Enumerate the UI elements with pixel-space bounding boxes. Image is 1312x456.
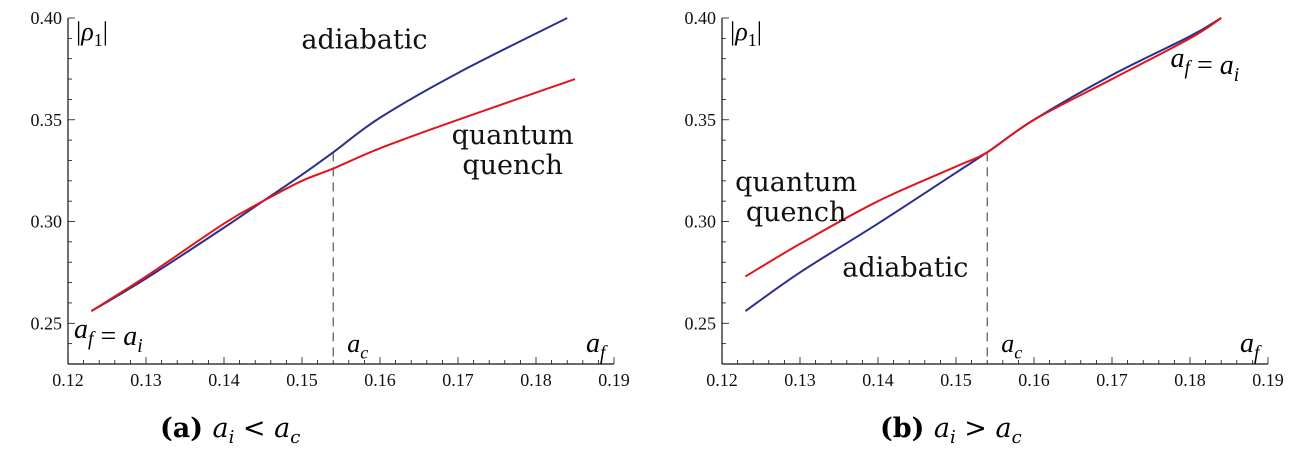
x-tick-label: 0.17	[1096, 370, 1128, 390]
x-tick-label: 0.14	[208, 370, 240, 390]
x-tick-label: 0.17	[442, 370, 474, 390]
y-tick-label: 0.30	[31, 212, 63, 232]
x-tick-label: 0.18	[1174, 370, 1206, 390]
x-tick-label: 0.19	[1252, 370, 1284, 390]
y-tick-label: 0.40	[31, 8, 63, 28]
critical-label: ac	[347, 329, 368, 363]
critical-label: ac	[1001, 329, 1022, 363]
series-label: quench	[746, 197, 847, 228]
chart-panel-a: 0.12 0.13 0.14 0.15 0.16 0.17 0.18 0.19 0.25 0.30…	[31, 8, 630, 448]
y-tick-label: 0.40	[685, 8, 717, 28]
series-label: quench	[462, 150, 563, 181]
x-tick-label: 0.12	[706, 370, 738, 390]
series-label: quantum	[735, 167, 857, 198]
y-tick-label: 0.35	[685, 110, 717, 130]
series-label: quantum	[452, 120, 574, 151]
series-line-adiabatic	[90, 17, 568, 312]
caption: (a) ai < ac	[160, 413, 300, 448]
series-label: adiabatic	[301, 25, 427, 56]
x-tick-label: 0.15	[940, 370, 972, 390]
series-line-quantum-quench	[90, 78, 576, 312]
y-axis-label: |ρ1|	[730, 17, 762, 50]
x-tick-label: 0.18	[520, 370, 552, 390]
x-tick-label: 0.12	[52, 370, 84, 390]
x-tick-label: 0.13	[130, 370, 162, 390]
x-tick-label: 0.16	[1018, 370, 1050, 390]
equality-annotation: af = ai	[1171, 43, 1240, 86]
equality-annotation: af = ai	[74, 314, 143, 357]
y-axis-label: |ρ1|	[76, 17, 108, 50]
x-tick-label: 0.14	[862, 370, 894, 390]
x-tick-label: 0.13	[784, 370, 816, 390]
chart-panel-b: 0.12 0.13 0.14 0.15 0.16 0.17 0.18 0.19 0.25 0.30…	[685, 8, 1284, 448]
caption: (b) ai > ac	[880, 413, 1022, 448]
x-tick-label: 0.15	[286, 370, 318, 390]
series-line-quantum-quench	[744, 17, 1222, 278]
series-line-adiabatic	[744, 17, 1222, 312]
x-tick-label: 0.16	[364, 370, 396, 390]
x-axis-label: af	[1240, 328, 1262, 364]
series-label: adiabatic	[842, 252, 968, 283]
x-axis-label: af	[586, 328, 608, 364]
y-tick-label: 0.30	[685, 212, 717, 232]
y-tick-label: 0.35	[31, 110, 63, 130]
y-tick-label: 0.25	[685, 313, 717, 333]
x-tick-label: 0.19	[598, 370, 630, 390]
y-tick-label: 0.25	[31, 313, 63, 333]
